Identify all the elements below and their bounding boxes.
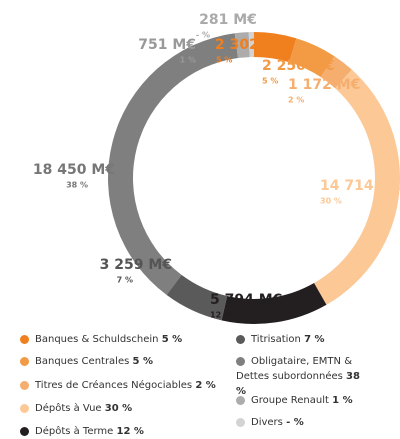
legend-item: Dépôts à Terme 12 % [20, 424, 220, 439]
donut-segment [108, 33, 239, 295]
value-label: 5 794 M€ [210, 292, 282, 308]
legend-label: Dépôts à Vue 30 % [35, 403, 132, 414]
legend-swatch [236, 418, 245, 427]
legend-item: Divers - % [236, 415, 400, 430]
legend-name: Banques & Schuldschein [35, 334, 159, 345]
legend-item: Obligataire, EMTN & Dettes subordonnées … [236, 354, 371, 399]
legend-share: 12 % [116, 426, 144, 437]
legend-share: 30 % [104, 403, 133, 414]
legend-item: Titres de Créances Négociables 2 % [20, 378, 220, 393]
legend-share: 38 % [236, 371, 360, 397]
value-label: 751 M€ [138, 37, 196, 53]
value-label: 14 714 M€ [320, 178, 400, 194]
legend-swatch [236, 335, 245, 344]
donut-segment [221, 283, 327, 324]
legend-name: Dépôts à Vue [35, 403, 102, 414]
value-label: 2 250 M€ [262, 58, 334, 74]
legend-label: Obligataire, EMTN & Dettes subordonnées … [236, 356, 360, 397]
legend-share: 2 % [195, 380, 216, 391]
share-label: 1 % [180, 56, 196, 65]
legend-item: Banques Centrales 5 % [20, 354, 220, 369]
donut-segment [320, 56, 352, 89]
legend-name: Obligataire, EMTN & Dettes subordonnées [236, 356, 352, 382]
legend-share: 1 % [332, 395, 353, 406]
value-label: 281 M€ [199, 12, 257, 28]
legend-name: Banques Centrales [35, 356, 130, 367]
share-label: 5 % [216, 56, 232, 65]
donut-segment [314, 69, 400, 305]
legend-name: Dépôts à Terme [35, 426, 114, 437]
legend-item: Groupe Renault 1 % [236, 393, 400, 408]
legend-name: Titres de Créances Négociables [35, 380, 193, 391]
legend-swatch [236, 396, 245, 405]
donut-segment [248, 32, 254, 58]
legend-label: Divers - % [251, 417, 304, 428]
legend-label: Titrisation 7 % [251, 334, 325, 345]
legend-share: 5 % [132, 356, 153, 367]
share-label: 7 % [117, 276, 133, 285]
legend-share: 5 % [161, 334, 183, 345]
share-label: - % [196, 31, 210, 40]
legend-name: Divers [251, 417, 283, 428]
donut-segment [234, 32, 250, 59]
legend-label: Groupe Renault 1 % [251, 395, 353, 406]
legend-swatch [20, 357, 29, 366]
legend-swatch [20, 404, 29, 413]
legend-item: Titrisation 7 % [236, 332, 400, 347]
donut-segment [254, 32, 297, 63]
legend-item: Dépôts à Vue 30 % [20, 401, 220, 416]
legend-swatch [20, 335, 29, 344]
legend-label: Dépôts à Terme 12 % [35, 426, 144, 437]
value-label: 18 450 M€ [33, 162, 115, 178]
value-label: 3 259 M€ [100, 257, 172, 273]
legend-swatch [236, 357, 245, 366]
share-label: 2 % [288, 96, 304, 105]
legend-name: Titrisation [251, 334, 301, 345]
donut-segment [289, 38, 335, 78]
legend-share: - % [286, 417, 304, 428]
legend-label: Banques Centrales 5 % [35, 356, 153, 367]
share-label: 12 % [210, 311, 232, 320]
value-label: 2 302 M€ [215, 37, 287, 53]
share-label: 5 % [262, 77, 278, 86]
legend-name: Groupe Renault [251, 395, 329, 406]
donut-segment [166, 274, 228, 321]
share-label: 38 % [66, 181, 88, 190]
legend-item: Banques & Schuldschein 5 % [20, 332, 220, 347]
legend-label: Banques & Schuldschein 5 % [35, 334, 182, 345]
value-label: 1 172 M€ [288, 77, 360, 93]
legend-swatch [20, 427, 29, 436]
share-label: 30 % [320, 197, 342, 206]
legend-swatch [20, 381, 29, 390]
donut: 2 302 M€ 5 % 2 250 M€ 5 % 1 172 M€ 2 % 14 714 … [33, 12, 400, 324]
legend-label: Titres de Créances Négociables 2 % [35, 380, 216, 391]
legend-share: 7 % [304, 334, 325, 345]
